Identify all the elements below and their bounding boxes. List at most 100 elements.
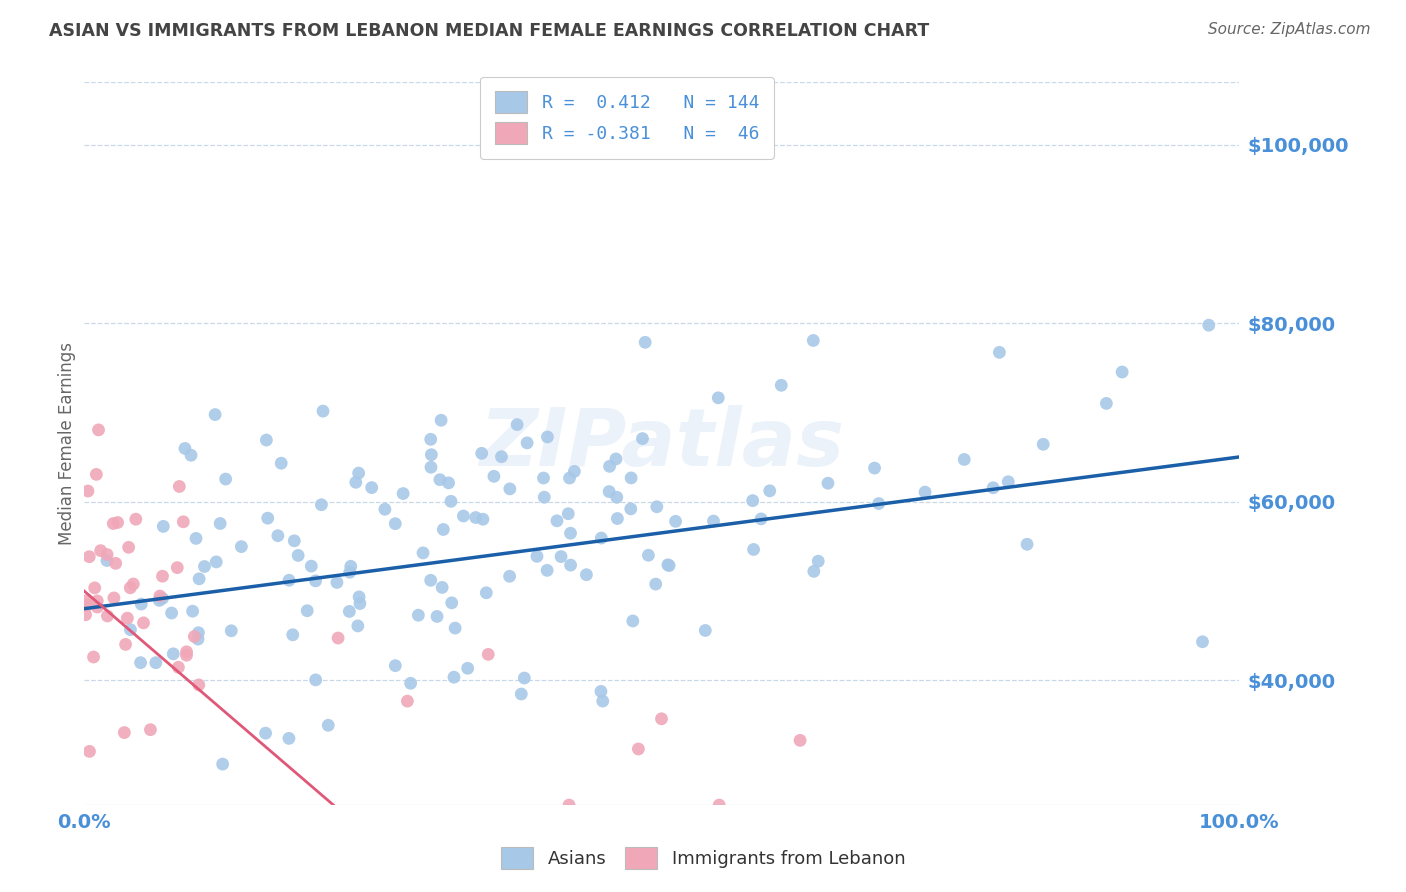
Point (437, 475, 460, 490)
Point (482, 469, 505, 483)
Point (533, 490, 555, 504)
Point (152, 569, 174, 583)
Text: ZIPatlas: ZIPatlas (479, 405, 844, 483)
Point (702, 514, 724, 528)
Point (125, 512, 148, 526)
Point (270, 456, 292, 470)
Point (440, 596, 463, 610)
Point (1111, 365, 1133, 379)
Point (107, 516, 129, 530)
Point (103, 591, 125, 605)
Point (256, 511, 278, 525)
Point (162, 647, 184, 661)
Point (152, 519, 174, 533)
Point (444, 621, 467, 635)
Point (316, 718, 339, 732)
Point (188, 572, 211, 586)
Point (789, 733, 811, 747)
Point (360, 481, 382, 495)
Point (605, 452, 627, 467)
Point (430, 581, 453, 595)
Legend: Asians, Immigrants from Lebanon: Asians, Immigrants from Lebanon (492, 838, 914, 879)
Point (160, 606, 183, 620)
Point (399, 676, 422, 690)
Point (120, 623, 142, 637)
Point (981, 481, 1004, 495)
Point (606, 511, 628, 525)
Point (536, 563, 558, 577)
Point (645, 500, 668, 514)
Point (475, 586, 498, 600)
Point (75, 594, 97, 608)
Point (299, 559, 322, 574)
Point (536, 430, 558, 444)
Point (1095, 396, 1118, 410)
Point (120, 581, 142, 595)
Point (575, 567, 598, 582)
Point (79, 744, 101, 758)
Point (591, 531, 613, 545)
Point (606, 490, 628, 504)
Point (283, 533, 305, 548)
Point (76, 598, 98, 612)
Point (180, 448, 202, 462)
Point (557, 507, 579, 521)
Point (742, 542, 765, 557)
Point (254, 726, 277, 740)
Point (510, 687, 533, 701)
Point (426, 609, 449, 624)
Point (658, 558, 681, 573)
Point (598, 484, 620, 499)
Point (453, 508, 475, 523)
Point (392, 486, 415, 500)
Point (347, 466, 370, 480)
Point (644, 577, 666, 591)
Point (432, 523, 454, 537)
Point (564, 465, 586, 479)
Point (997, 475, 1019, 489)
Point (533, 471, 555, 485)
Text: ASIAN VS IMMIGRANTS FROM LEBANON MEDIAN FEMALE EARNINGS CORRELATION CHART: ASIAN VS IMMIGRANTS FROM LEBANON MEDIAN … (49, 22, 929, 40)
Point (560, 558, 582, 573)
Point (132, 615, 155, 630)
Point (953, 452, 976, 467)
Point (96, 548, 118, 562)
Point (627, 742, 650, 756)
Point (599, 459, 621, 474)
Point (152, 591, 174, 606)
Point (148, 593, 170, 607)
Point (278, 574, 301, 588)
Point (183, 630, 205, 644)
Point (419, 574, 441, 588)
Point (408, 608, 430, 623)
Point (988, 345, 1011, 359)
Point (506, 417, 529, 432)
Point (589, 684, 612, 698)
Point (637, 548, 659, 562)
Point (374, 502, 396, 516)
Point (304, 574, 326, 588)
Point (695, 624, 717, 638)
Point (770, 378, 793, 392)
Point (1191, 634, 1213, 648)
Point (634, 335, 657, 350)
Point (193, 559, 215, 574)
Point (347, 590, 370, 604)
Point (129, 656, 152, 670)
Point (96, 553, 118, 567)
Point (749, 512, 772, 526)
Point (169, 479, 191, 493)
Point (707, 391, 730, 405)
Point (709, 798, 731, 813)
Point (114, 637, 136, 651)
Point (187, 678, 209, 692)
Point (277, 731, 299, 746)
Point (176, 645, 198, 659)
Point (339, 559, 361, 574)
Point (305, 673, 328, 687)
Point (167, 660, 190, 674)
Point (412, 546, 434, 560)
Point (83, 581, 105, 595)
Point (211, 757, 233, 772)
Point (187, 632, 209, 646)
